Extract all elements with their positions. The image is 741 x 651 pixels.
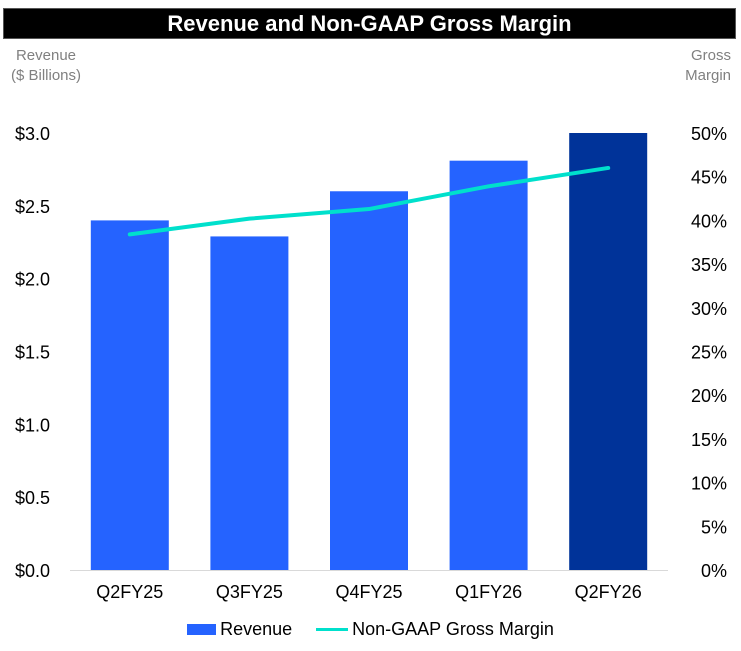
revenue-bar: [569, 133, 648, 570]
y-tick-label: $2.0: [15, 270, 50, 290]
y-tick-label: $1.0: [15, 415, 50, 435]
left-axis-title: Revenue ($ Billions): [6, 46, 86, 86]
x-tick-label: Q4FY25: [335, 582, 402, 602]
x-tick-label: Q3FY25: [216, 582, 283, 602]
revenue-bar: [449, 160, 528, 570]
y-tick-label: $1.5: [15, 343, 50, 363]
y-tick-label: $0.5: [15, 488, 50, 508]
y-right-tick-label: 10%: [691, 474, 727, 494]
legend-label-margin: Non-GAAP Gross Margin: [352, 619, 554, 639]
revenue-bar: [210, 236, 289, 570]
left-axis-title-line2: ($ Billions): [10, 67, 82, 84]
y-right-tick-label: 35%: [691, 255, 727, 275]
x-tick-label: Q1FY26: [455, 582, 522, 602]
y-tick-label: $2.5: [15, 197, 50, 217]
chart-title: Revenue and Non-GAAP Gross Margin: [3, 8, 736, 39]
right-axis-title-line1: Gross: [690, 47, 731, 64]
legend-item-revenue: Revenue: [187, 619, 292, 640]
right-axis-title: Gross Margin: [661, 46, 731, 86]
y-right-tick-label: 30%: [691, 299, 727, 319]
y-right-tick-label: 5%: [701, 517, 727, 537]
legend-item-margin: Non-GAAP Gross Margin: [316, 619, 554, 640]
y-right-tick-label: 50%: [691, 124, 727, 144]
y-right-tick-label: 40%: [691, 211, 727, 231]
revenue-bar: [330, 191, 408, 570]
y-right-tick-label: 45%: [691, 168, 727, 188]
legend-label-revenue: Revenue: [220, 619, 293, 639]
x-tick-label: Q2FY25: [96, 582, 163, 602]
left-axis-title-line1: Revenue: [15, 47, 77, 64]
y-right-tick-label: 20%: [691, 386, 727, 406]
legend-swatch-revenue: [187, 624, 217, 635]
x-tick-label: Q2FY26: [575, 582, 642, 602]
y-right-tick-label: 15%: [691, 430, 727, 450]
y-tick-label: $0.0: [15, 561, 50, 581]
legend: Revenue Non-GAAP Gross Margin: [0, 619, 741, 640]
revenue-bar: [90, 220, 169, 570]
y-right-tick-label: 25%: [691, 343, 727, 363]
right-axis-title-line2: Margin: [685, 67, 731, 84]
y-tick-label: $3.0: [15, 124, 50, 144]
legend-swatch-margin: [316, 628, 349, 631]
y-right-tick-label: 0%: [701, 561, 727, 581]
